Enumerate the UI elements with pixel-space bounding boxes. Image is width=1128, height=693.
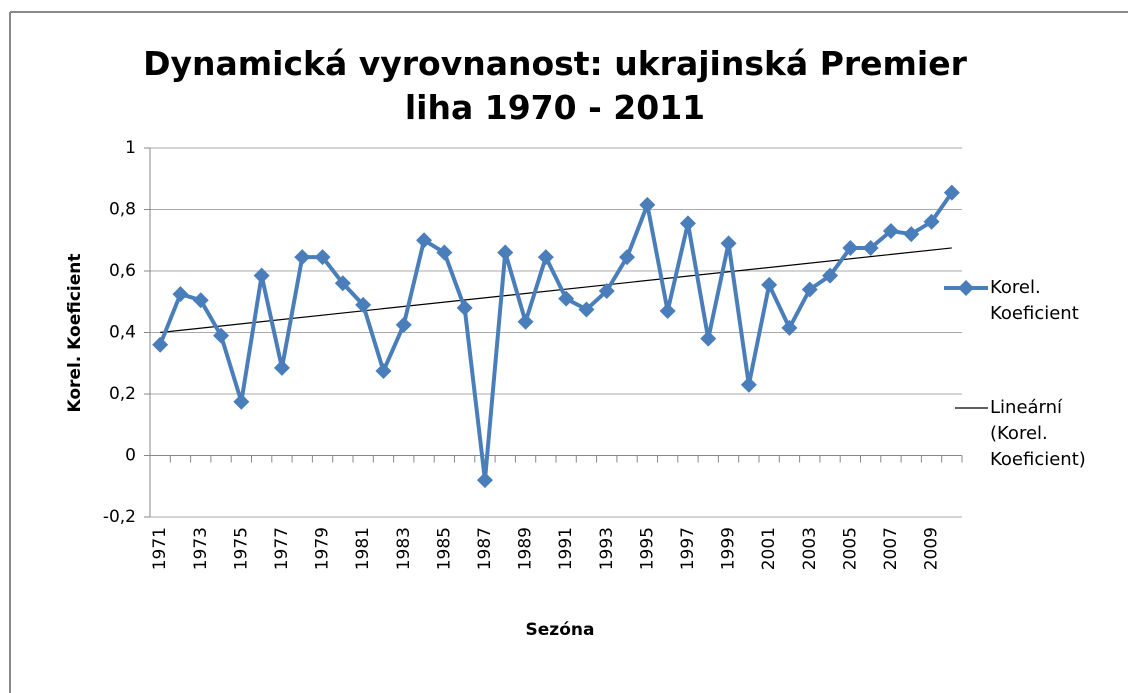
marker (740, 376, 757, 393)
x-tick-label: 2003 (800, 527, 820, 570)
marker (294, 249, 311, 266)
marker (882, 223, 899, 240)
marker (436, 244, 453, 261)
marker (822, 267, 839, 284)
marker (619, 249, 636, 266)
marker (416, 232, 433, 249)
x-tick-label: 2007 (881, 527, 901, 570)
x-tick-label: 1979 (313, 527, 333, 570)
chart-title: Dynamická vyrovnanost: ukrajinská Premie… (143, 44, 967, 127)
x-tick-label: 1973 (191, 527, 211, 570)
marker (314, 249, 331, 266)
marker (152, 336, 169, 353)
marker (273, 359, 290, 376)
y-axis-label: Korel. Koeficient (65, 253, 85, 412)
y-tick-label: 0,6 (109, 261, 136, 281)
x-tick-label: 1985 (434, 527, 454, 570)
x-tick-label: 1993 (597, 527, 617, 570)
legend-label: Korel. Koeficient (990, 277, 1079, 324)
marker (659, 302, 676, 319)
marker (253, 267, 270, 284)
legend-label: Lineární (Korel. Koeficient) (990, 397, 1086, 470)
x-tick-label: 1995 (637, 527, 657, 570)
marker (537, 249, 554, 266)
x-tick-label: 2009 (922, 527, 942, 570)
marker (558, 290, 575, 307)
marker (395, 316, 412, 333)
marker (923, 213, 940, 230)
marker (639, 196, 656, 213)
marker (517, 313, 534, 330)
x-tick-label: 1981 (353, 527, 373, 570)
y-tick-label: -0,2 (103, 507, 136, 527)
marker (943, 184, 960, 201)
series-line (158, 191, 954, 481)
x-tick-label: 1997 (678, 527, 698, 570)
marker (598, 282, 615, 299)
y-tick-label: 0,4 (109, 323, 136, 343)
trendline (160, 247, 952, 334)
x-tick-label: 1989 (516, 527, 536, 570)
x-tick-label: 1971 (150, 527, 170, 570)
legend-marker (958, 280, 974, 296)
marker (192, 292, 209, 309)
x-tick-label: 2001 (759, 527, 779, 570)
y-tick-label: 0,2 (109, 384, 136, 404)
marker (355, 296, 372, 313)
marker (761, 276, 778, 293)
marker (720, 235, 737, 252)
marker (476, 472, 493, 489)
x-axis-label: Sezóna (526, 620, 595, 640)
marker (781, 319, 798, 336)
marker (842, 239, 859, 256)
marker (456, 299, 473, 316)
x-tick-label: 1991 (556, 527, 576, 570)
marker (497, 244, 514, 261)
x-tick-label: 1975 (231, 527, 251, 570)
x-tick-label: 1983 (394, 527, 414, 570)
x-tick-label: 1999 (719, 527, 739, 570)
x-tick-label: 2005 (840, 527, 860, 570)
marker (903, 226, 920, 243)
marker (679, 215, 696, 232)
marker (700, 330, 717, 347)
y-tick-label: 0 (125, 446, 136, 466)
x-tick-label: 1977 (272, 527, 292, 570)
x-tick-label: 1987 (475, 527, 495, 570)
marker (801, 281, 818, 298)
marker (862, 239, 879, 256)
marker (172, 286, 189, 303)
marker (233, 393, 250, 410)
marker (334, 275, 351, 292)
marker (213, 327, 230, 344)
y-tick-label: 0,8 (109, 200, 136, 220)
marker (578, 301, 595, 318)
marker (375, 362, 392, 379)
y-tick-label: 1 (125, 138, 136, 158)
